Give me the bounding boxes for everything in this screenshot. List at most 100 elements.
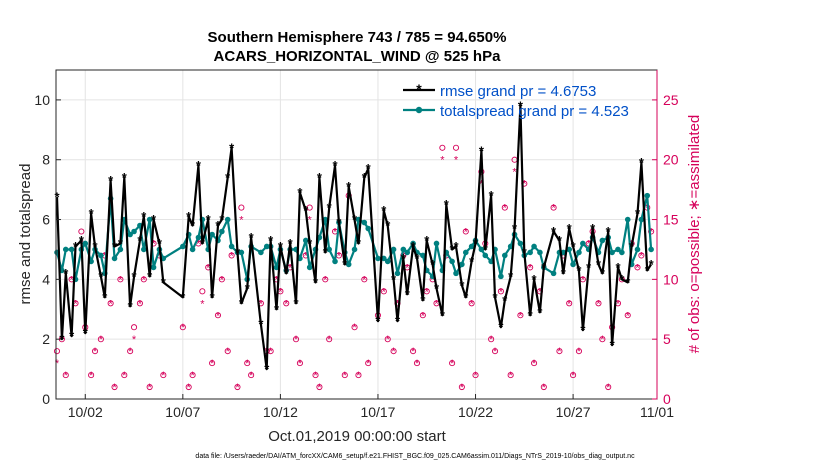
rmse-point: * xyxy=(83,326,89,341)
obs-possible-point xyxy=(491,348,499,355)
obs-assimilated-point: * xyxy=(216,310,221,322)
chart-title: Southern Hemisphere 743 / 785 = 94.650% xyxy=(208,29,507,46)
obs-possible-point xyxy=(570,372,577,379)
obs-possible-point xyxy=(244,360,251,367)
totalspread-point xyxy=(501,252,508,259)
obs-assimilated-point: * xyxy=(226,346,231,358)
obs-possible-point xyxy=(53,348,61,355)
obs-assimilated-point: * xyxy=(557,346,562,358)
totalspread-point xyxy=(644,192,651,199)
x-axis-label: Oct.01,2019 00:00:00 start xyxy=(268,428,446,445)
totalspread-point xyxy=(195,234,202,241)
obs-assimilated-point: * xyxy=(99,334,104,346)
rmse-point: * xyxy=(590,221,596,236)
obs-possible-point xyxy=(595,300,602,307)
obs-assimilated-point: * xyxy=(522,179,527,191)
obs-possible-point xyxy=(517,312,524,319)
rmse-point: * xyxy=(522,245,528,260)
obs-possible-point xyxy=(234,383,241,391)
obs-assimilated-point: * xyxy=(142,274,147,286)
rmse-point: * xyxy=(239,296,245,311)
totalspread-point xyxy=(482,252,489,259)
rmse-point: * xyxy=(186,209,192,224)
obs-assimilated-point: * xyxy=(649,227,654,239)
rmse-point: * xyxy=(586,260,592,275)
obs-assimilated-point: * xyxy=(161,370,166,382)
totalspread-point xyxy=(609,249,615,256)
obs-assimilated-point: * xyxy=(138,298,143,310)
obs-possible-point xyxy=(322,276,329,283)
totalspread-point xyxy=(615,246,621,253)
obs-assimilated-point: * xyxy=(450,358,455,370)
obs-possible-point xyxy=(341,372,348,379)
totalspread-point xyxy=(351,246,358,253)
rmse-point: * xyxy=(137,233,143,248)
x-tick-label: 10/12 xyxy=(263,404,298,420)
rmse-point: * xyxy=(284,266,290,281)
rmse-point: * xyxy=(615,260,621,275)
rmse-point: * xyxy=(219,212,225,227)
rmse-point: * xyxy=(210,290,216,305)
totalspread-point xyxy=(361,219,368,226)
obs-assimilated-point: * xyxy=(220,274,225,286)
totalspread-point xyxy=(306,264,313,271)
totalspread-point xyxy=(576,249,582,256)
obs-assimilated-point: * xyxy=(108,298,113,310)
obs-assimilated-point: * xyxy=(415,358,420,370)
obs-possible-point xyxy=(228,252,235,259)
obs-possible-point xyxy=(439,144,446,151)
obs-possible-point xyxy=(458,383,465,391)
totalspread-point xyxy=(537,249,543,256)
obs-assimilated-point: * xyxy=(274,274,279,286)
totalspread-point xyxy=(648,246,654,253)
totalspread-point xyxy=(498,273,504,280)
totalspread-point xyxy=(82,240,89,247)
obs-possible-point xyxy=(575,348,582,355)
obs-assimilated-point: * xyxy=(362,274,367,286)
rmse-point: * xyxy=(112,239,118,254)
obs-assimilated-point: * xyxy=(343,370,348,382)
rmse-point: * xyxy=(596,257,602,272)
rmse-point: * xyxy=(459,278,465,293)
rmse-point: * xyxy=(557,233,563,248)
rmse-point: * xyxy=(54,190,60,205)
obs-assimilated-point: * xyxy=(323,274,328,286)
rmse-point: * xyxy=(206,212,212,227)
obs-possible-point xyxy=(131,324,138,331)
y-right-tick-label: 10 xyxy=(663,271,679,287)
data-file-note: data file: /Users/raeder/DAI/ATM_forcXX/… xyxy=(195,453,635,460)
obs-possible-point xyxy=(283,300,290,307)
obs-assimilated-point: * xyxy=(421,310,426,322)
obs-assimilated-point: * xyxy=(64,370,69,382)
totalspread-point xyxy=(550,270,557,277)
rmse-point: * xyxy=(528,308,534,323)
obs-possible-point xyxy=(599,336,606,343)
obs-assimilated-point: * xyxy=(499,286,504,298)
obs-assimilated-point: * xyxy=(460,382,465,394)
rmse-point: * xyxy=(356,236,362,251)
obs-possible-point xyxy=(648,228,655,235)
x-tick-label: 10/02 xyxy=(68,404,103,420)
obs-assimilated-point: * xyxy=(304,250,309,262)
totalspread-point xyxy=(111,255,118,262)
obs-assimilated-point: * xyxy=(444,250,449,262)
obs-possible-point xyxy=(390,348,397,355)
rmse-point: * xyxy=(518,98,524,113)
rmse-point: * xyxy=(346,179,352,194)
rmse-point: * xyxy=(606,224,612,239)
obs-possible-point xyxy=(199,288,206,295)
rmse-point: * xyxy=(196,158,202,173)
obs-assimilated-point: * xyxy=(298,358,303,370)
rmse-point: * xyxy=(473,236,479,251)
y-right-tick-label: 25 xyxy=(663,92,679,108)
obs-assimilated-point: * xyxy=(190,370,195,382)
rmse-point: * xyxy=(249,230,255,245)
obs-assimilated-point: * xyxy=(567,298,572,310)
obs-possible-point xyxy=(507,372,514,379)
rmse-point: * xyxy=(161,275,167,290)
rmse-point: * xyxy=(453,239,459,254)
rmse-point: * xyxy=(395,314,401,329)
obs-assimilated-point: * xyxy=(430,274,435,286)
rmse-point: * xyxy=(128,299,134,314)
y-left-tick-label: 6 xyxy=(42,212,50,228)
